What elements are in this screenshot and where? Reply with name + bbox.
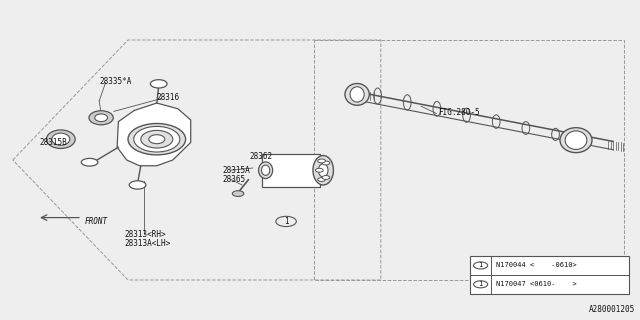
Circle shape xyxy=(129,181,146,189)
Text: FRONT: FRONT xyxy=(84,217,108,226)
Ellipse shape xyxy=(95,114,108,122)
Circle shape xyxy=(317,159,325,163)
Bar xyxy=(262,154,320,187)
Circle shape xyxy=(232,191,244,196)
Circle shape xyxy=(317,178,325,181)
Bar xyxy=(470,256,629,294)
Text: A280001205: A280001205 xyxy=(589,305,635,314)
Text: N170044 <    -0610>: N170044 < -0610> xyxy=(496,262,577,268)
Ellipse shape xyxy=(128,124,186,155)
Ellipse shape xyxy=(345,84,369,105)
Text: 1: 1 xyxy=(479,281,483,287)
Ellipse shape xyxy=(89,111,113,125)
Ellipse shape xyxy=(149,135,165,144)
Text: 28365: 28365 xyxy=(223,175,246,184)
Ellipse shape xyxy=(52,133,70,145)
Ellipse shape xyxy=(259,162,273,179)
Text: 1: 1 xyxy=(479,262,483,268)
Ellipse shape xyxy=(81,158,98,166)
Text: 28315B: 28315B xyxy=(40,138,67,147)
Text: FIG.280-5: FIG.280-5 xyxy=(438,108,480,117)
Text: 28313<RH>: 28313<RH> xyxy=(125,230,166,239)
Ellipse shape xyxy=(313,156,333,185)
Ellipse shape xyxy=(319,164,328,177)
Text: 28313A<LH>: 28313A<LH> xyxy=(125,239,171,248)
Ellipse shape xyxy=(141,131,173,148)
Text: 1: 1 xyxy=(284,217,289,226)
Text: N170047 <0610-    >: N170047 <0610- > xyxy=(496,281,577,287)
Text: 28315A: 28315A xyxy=(223,166,250,175)
Ellipse shape xyxy=(560,128,592,153)
Circle shape xyxy=(316,168,323,172)
Polygon shape xyxy=(117,103,191,166)
Ellipse shape xyxy=(134,126,180,152)
Text: 28316: 28316 xyxy=(157,93,180,102)
Ellipse shape xyxy=(350,87,364,102)
Ellipse shape xyxy=(46,130,76,148)
Text: 28335*A: 28335*A xyxy=(99,77,132,86)
Circle shape xyxy=(150,80,167,88)
Text: 28362: 28362 xyxy=(250,152,273,161)
Circle shape xyxy=(322,176,330,180)
Circle shape xyxy=(322,161,330,165)
Ellipse shape xyxy=(261,165,270,175)
Ellipse shape xyxy=(565,131,587,149)
